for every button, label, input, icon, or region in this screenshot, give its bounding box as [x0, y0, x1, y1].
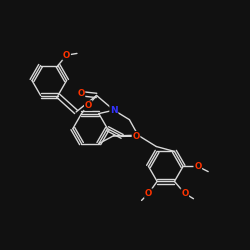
- Text: O: O: [132, 132, 140, 140]
- Text: O: O: [77, 89, 84, 98]
- Text: O: O: [194, 162, 202, 171]
- Text: O: O: [85, 101, 92, 110]
- Text: O: O: [145, 189, 152, 198]
- Text: O: O: [181, 189, 188, 198]
- Text: N: N: [110, 106, 118, 115]
- Text: O: O: [63, 51, 70, 60]
